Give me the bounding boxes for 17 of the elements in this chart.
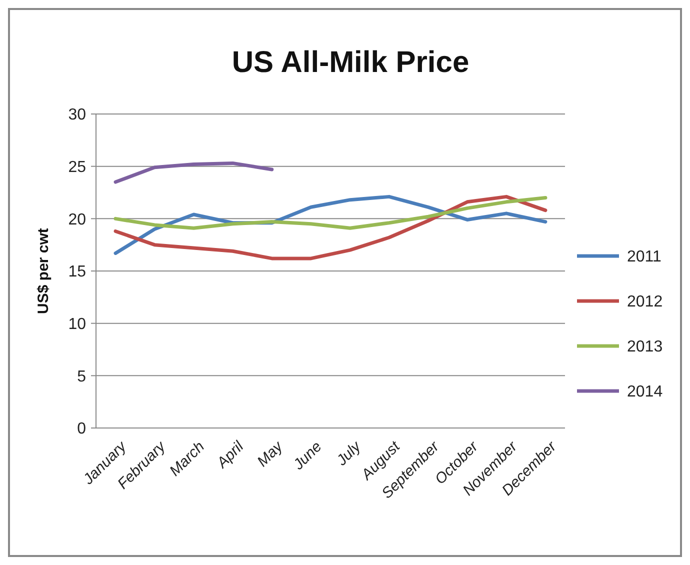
line-series xyxy=(114,161,274,184)
y-tick-label: 30 xyxy=(68,106,86,124)
legend-label: 2014 xyxy=(627,384,663,401)
y-tick-label: 15 xyxy=(68,264,86,281)
legend-label: 2013 xyxy=(627,338,663,356)
y-tick-label: 20 xyxy=(68,211,86,228)
legend-label: 2012 xyxy=(627,294,663,311)
y-tick-label: 10 xyxy=(68,316,86,333)
y-tick-label: 0 xyxy=(77,420,86,438)
chart-title: US All-Milk Price xyxy=(232,46,470,79)
x-tick-label: July xyxy=(332,437,366,470)
y-tick-label: 25 xyxy=(68,158,86,176)
y-axis-title: US$ per cwt xyxy=(35,228,52,314)
legend-label: 2011 xyxy=(627,248,662,266)
x-tick-label: May xyxy=(254,437,288,470)
y-tick-label: 5 xyxy=(77,368,86,386)
line-series xyxy=(114,196,548,230)
